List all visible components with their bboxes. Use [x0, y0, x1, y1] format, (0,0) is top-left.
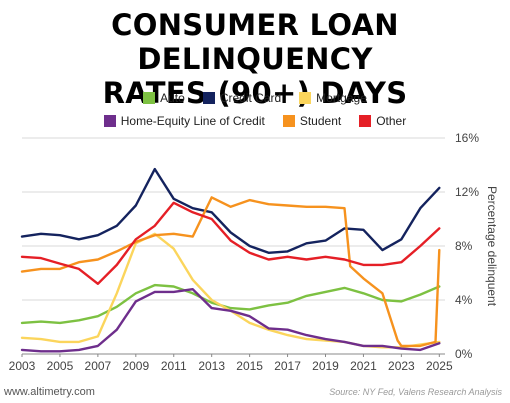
x-tick-label: 2025 [426, 359, 453, 373]
legend-swatch-student [282, 115, 295, 127]
series-line-credit-card [20, 167, 441, 254]
legend-label-other: Other [376, 114, 407, 128]
legend-label-mortgage: Mortgage [316, 91, 367, 105]
x-tick-label: 2019 [312, 359, 339, 373]
legend-row-2: Home-Equity Line of Credit Student Other [0, 114, 510, 128]
x-tick-label: 2011 [161, 359, 187, 373]
chart-title-line-1: CONSUMER LOAN DELINQUENCY [111, 8, 399, 76]
y-tick-label: 8% [455, 239, 473, 253]
legend-item-heloc: Home-Equity Line of Credit [103, 114, 265, 128]
legend-label-auto: Auto [160, 91, 185, 105]
x-tick-label: 2013 [198, 359, 225, 373]
x-tick-label: 2007 [85, 359, 112, 373]
legend-label-heloc: Home-Equity Line of Credit [120, 114, 265, 128]
y-tick-label: 12% [455, 185, 479, 199]
legend-swatch-mortgage [299, 92, 312, 104]
watermark: www.altimetry.com [4, 386, 95, 398]
legend-label-credit-card: Credit Card [219, 91, 282, 105]
x-tick-label: 2021 [350, 359, 377, 373]
legend-swatch-credit-card [202, 92, 215, 104]
y-tick-label: 16% [455, 131, 479, 145]
legend-item-other: Other [359, 114, 406, 128]
chart-title: CONSUMER LOAN DELINQUENCY RATES (90+) DAY… [0, 8, 510, 110]
legend-item-student: Student [282, 114, 342, 128]
legend-swatch-other [359, 115, 372, 127]
series-line-home-equity-line-of-credit [20, 288, 441, 353]
x-tick-label: 2009 [122, 359, 149, 373]
series-line-auto [20, 283, 441, 325]
legend-label-student: Student [299, 114, 342, 128]
series-line-other [20, 201, 441, 285]
y-tick-label: 4% [455, 293, 473, 307]
x-tick-label: 2015 [236, 359, 263, 373]
legend-row-1: Auto Credit Card Mortgage [0, 91, 510, 105]
series-line-mortgage [20, 232, 441, 349]
x-tick-label: 2003 [9, 359, 36, 373]
y-axis-title: Percentage delinquent [485, 186, 499, 307]
x-tick-label: 2005 [47, 359, 74, 373]
legend-item-auto: Auto [143, 91, 185, 105]
series-line-student [20, 196, 441, 348]
y-tick-label: 0% [455, 347, 473, 361]
source-note: Source: NY Fed, Valens Research Analysis [329, 387, 502, 397]
legend-item-credit-card: Credit Card [202, 91, 282, 105]
x-tick-label: 2017 [274, 359, 301, 373]
legend-swatch-auto [143, 92, 156, 104]
x-tick-label: 2023 [388, 359, 415, 373]
legend-swatch-heloc [103, 115, 116, 127]
legend-item-mortgage: Mortgage [299, 91, 367, 105]
